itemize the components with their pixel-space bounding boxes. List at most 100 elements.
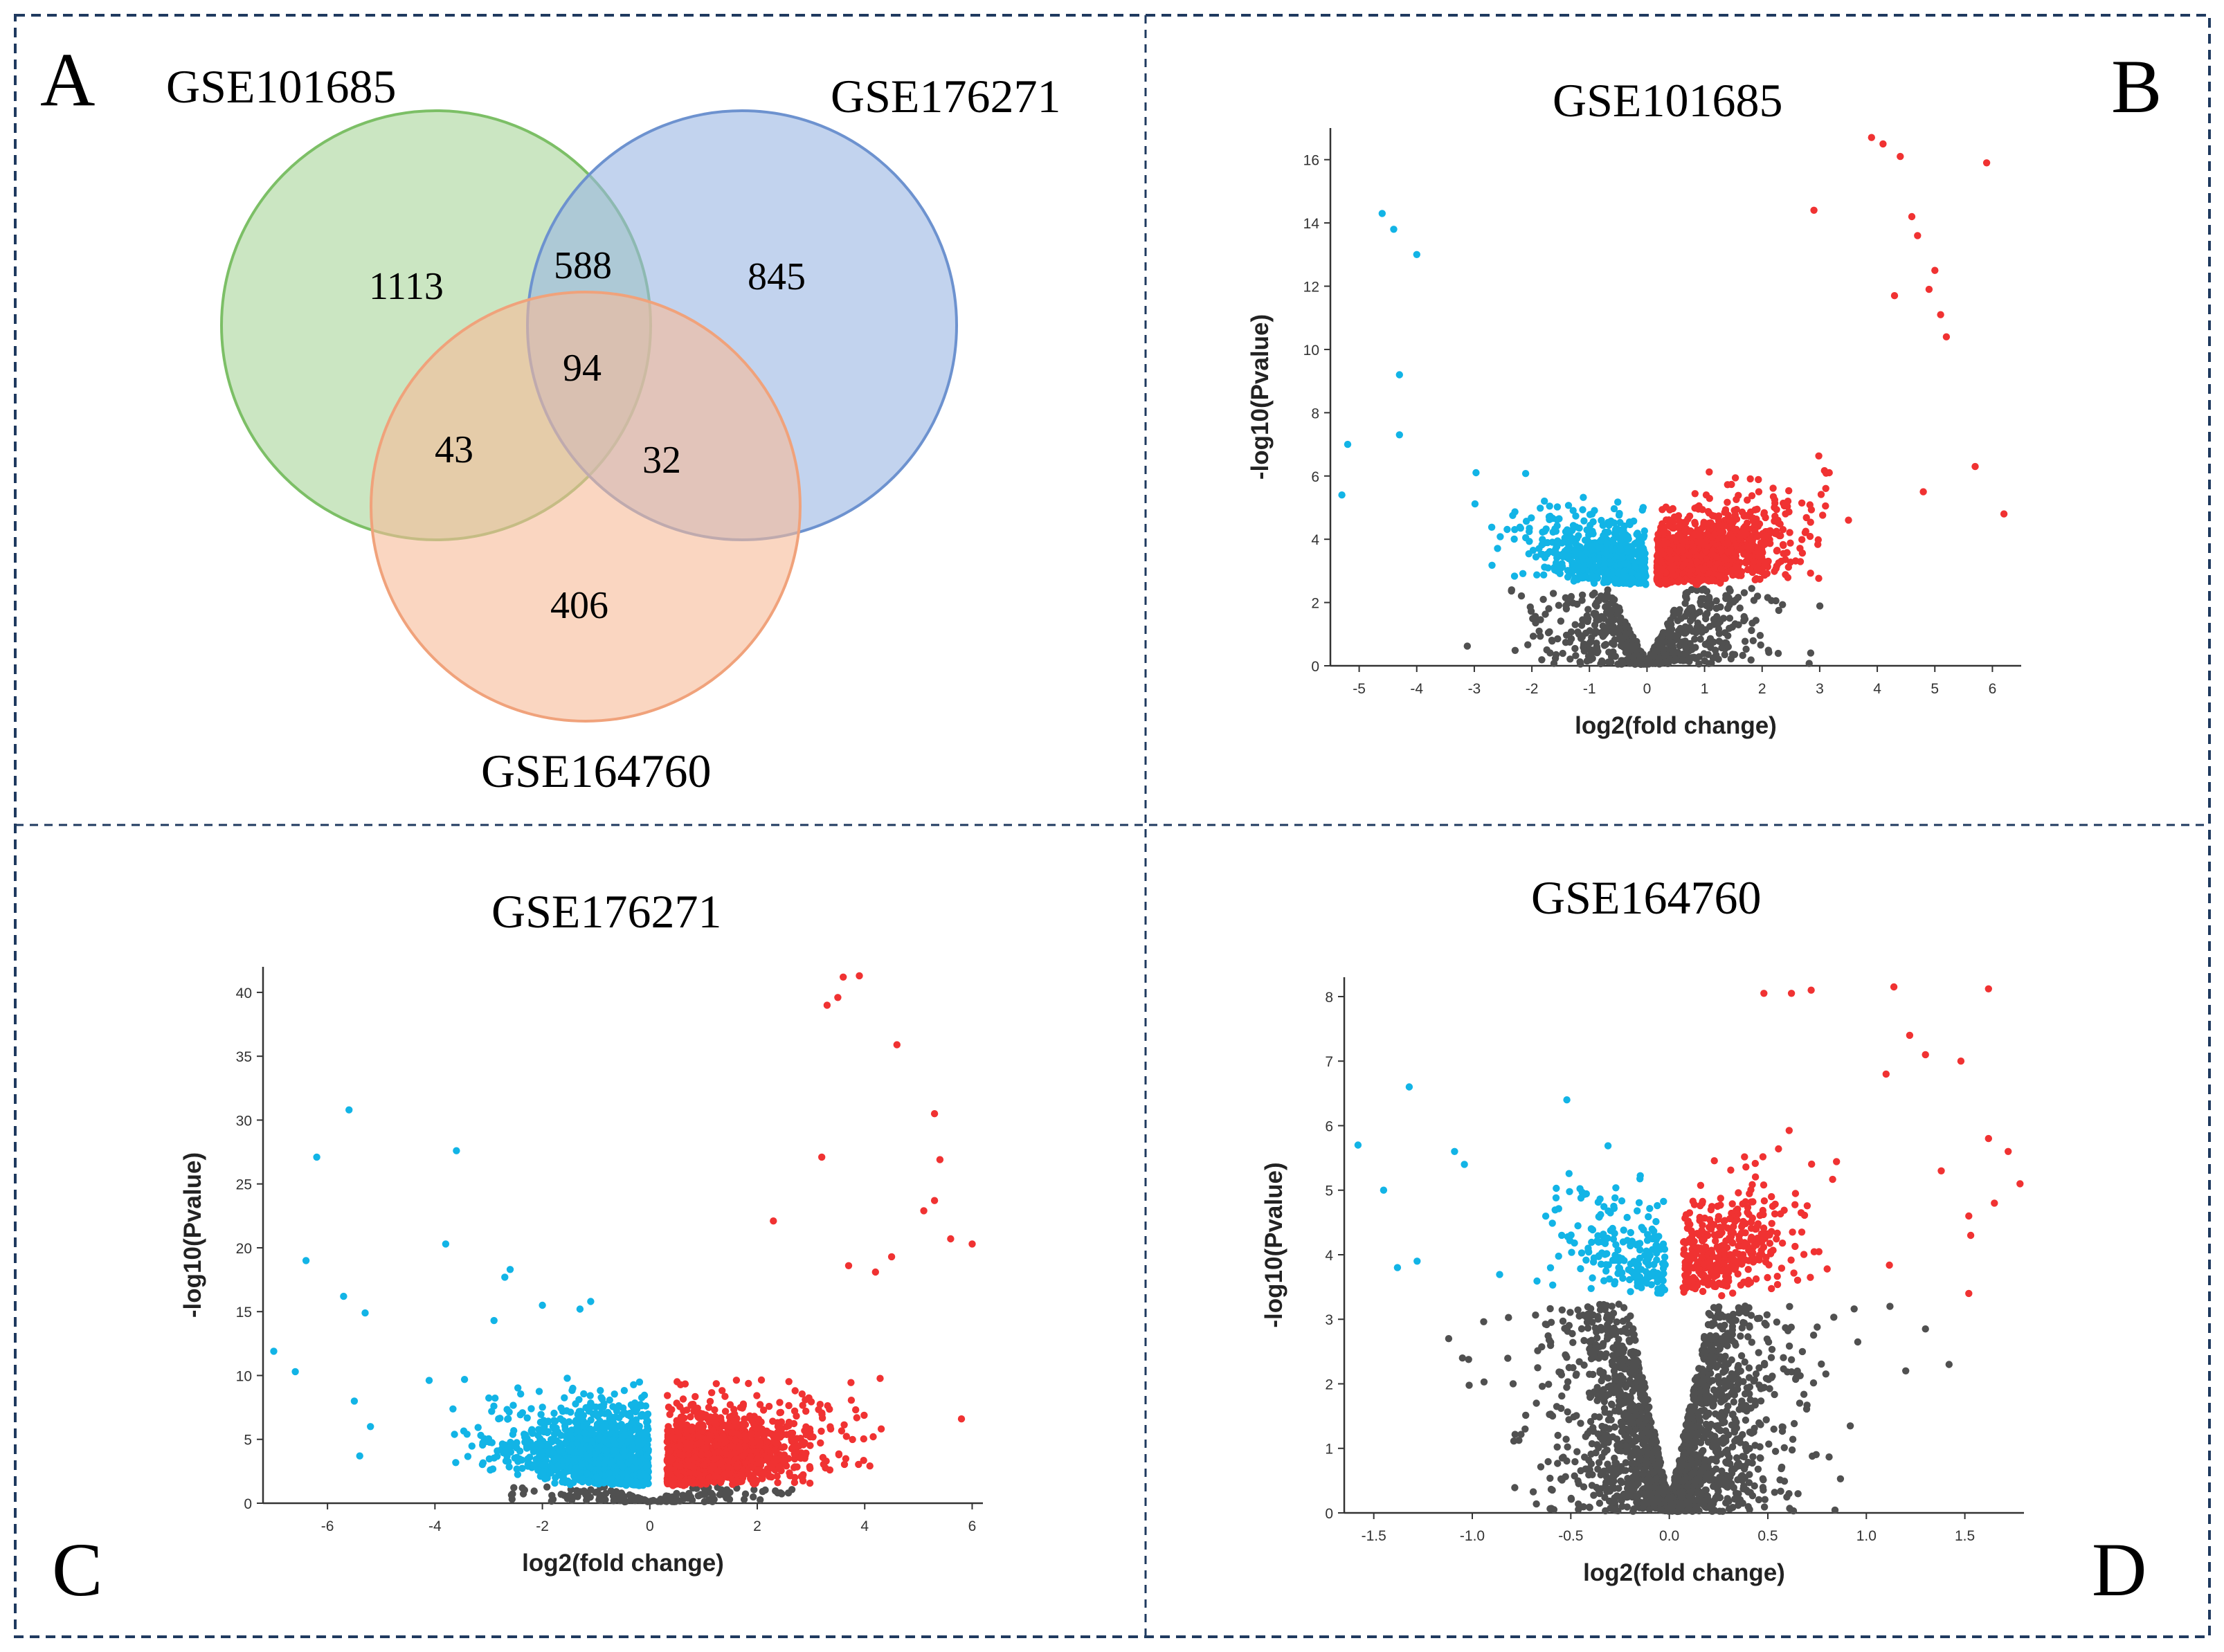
point-up [1784,498,1792,505]
point-ns [761,1486,769,1494]
point-up [777,1408,785,1417]
venn-count-all-three: 94 [563,347,602,390]
point-ns [1622,624,1629,632]
point-down [1578,554,1586,561]
point-down [1537,505,1544,512]
point-ns [1775,606,1782,615]
point-down [537,1451,545,1459]
point-down [1553,516,1561,524]
point-up [1731,474,1739,482]
point-down [1616,509,1623,518]
point-down [1551,566,1559,574]
point-ns [1591,621,1599,629]
point-down [535,1426,543,1433]
x-tick-label: -3 [1468,681,1481,697]
point-ns [1548,637,1556,645]
point-down [1602,550,1610,557]
point-down [1472,469,1480,477]
point-up [1773,506,1780,514]
point-down [550,1431,559,1438]
panel-a: A GSE101685 GSE176271 GSE164760 1113 588… [40,37,1060,797]
point-ns [1698,628,1706,636]
point-up [1845,516,1852,524]
point-ns [1683,595,1690,603]
point-up [1796,558,1805,565]
point-up [1879,140,1887,148]
point-down [460,1376,469,1383]
point-down [1541,497,1548,505]
point-up [1724,498,1731,506]
venn-count-orange-only: 406 [550,584,608,627]
venn-count-green-orange: 43 [435,428,473,471]
x-tick-label: 2 [1758,681,1766,697]
point-ns [548,1491,556,1499]
point-ns [1721,629,1729,637]
point-up [1744,496,1751,504]
point-ns [1706,641,1715,649]
x-tick-label: -4 [428,1518,442,1534]
y-axis-title: -log10(Pvalue) [179,1152,206,1318]
point-down [583,1419,591,1428]
point-up [1654,530,1662,538]
point-down [605,1469,613,1477]
point-ns [1672,655,1680,663]
point-up [1654,551,1662,559]
point-down [535,1388,543,1395]
point-up [1657,524,1665,532]
point-down [1563,526,1571,534]
point-ns [1741,615,1749,623]
point-up [1695,533,1703,541]
point-ns [1700,594,1708,603]
point-ns [1735,621,1742,628]
point-down [609,1436,617,1444]
point-down [1338,491,1346,499]
point-down [1564,502,1573,509]
point-ns [1805,660,1813,667]
point-down [1637,552,1645,560]
point-up [817,1439,824,1447]
point-up [1815,574,1823,582]
point-ns [1673,633,1681,641]
x-axis-title: log2(fold change) [522,1550,724,1577]
point-down [452,1459,460,1467]
point-down [550,1409,558,1417]
point-down [514,1471,522,1478]
point-up [1672,555,1681,563]
x-tick-label: 6 [968,1518,977,1534]
x-tick-label: 4 [860,1518,869,1534]
y-tick-label: 30 [236,1113,252,1129]
point-down [565,1445,572,1453]
point-up [1807,506,1816,514]
point-ns [1772,597,1780,605]
point-up [1700,520,1708,528]
point-up [1787,559,1794,566]
point-up [1674,512,1683,520]
y-tick-label: 20 [236,1241,252,1257]
point-ns [1649,652,1658,660]
point-down [1556,570,1564,577]
point-up [1784,574,1792,581]
point-up [1742,527,1749,534]
point-up [1773,562,1780,570]
point-down [506,1266,514,1273]
point-up [1785,487,1793,495]
point-up [1730,536,1737,543]
point-up [1798,536,1806,543]
point-down [1604,528,1612,536]
point-up [1744,542,1753,550]
point-ns [1807,649,1815,657]
point-ns [1594,596,1602,603]
point-ns [1569,599,1577,607]
x-tick-label: 0 [1643,681,1652,697]
point-up [1919,488,1927,496]
point-ns [1688,586,1696,594]
point-down [1510,535,1518,543]
point-ns [1748,626,1755,635]
point-down [1511,508,1519,516]
volcano-plot-b: -5 -4 -3 -2 -1 0 1 2 3 4 5 60246810121416log2(fold … [1247,128,2021,739]
point-down [620,1424,628,1432]
point-down [512,1442,520,1450]
point-up [1785,508,1793,516]
x-tick-label: -6 [321,1518,334,1534]
